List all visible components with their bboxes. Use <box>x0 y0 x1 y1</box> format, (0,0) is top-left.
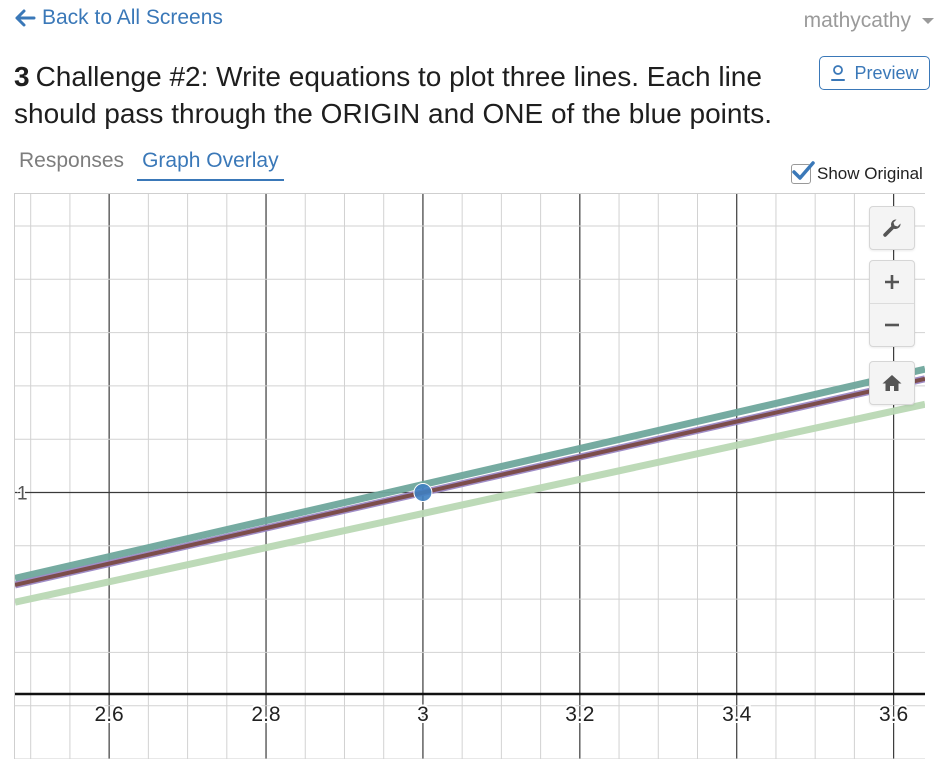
zoom-controls <box>869 260 915 347</box>
show-original-toggle[interactable]: Show Original <box>791 161 923 184</box>
x-tick-label: 3 <box>417 703 429 726</box>
x-tick-label: 3.2 <box>565 703 594 726</box>
tab-bar: Responses Graph Overlay <box>14 146 292 181</box>
x-tick-label: 3.6 <box>879 703 908 726</box>
show-original-label: Show Original <box>817 164 923 183</box>
graph-canvas[interactable]: 2.6 2.8 3 3.2 3.4 3.6 1 <box>15 194 925 759</box>
home-control <box>869 361 915 405</box>
graph-area[interactable]: 2.6 2.8 3 3.2 3.4 3.6 1 <box>14 193 925 759</box>
home-icon <box>882 375 902 391</box>
x-tick-label: 2.6 <box>95 703 124 726</box>
x-tick-label: 2.8 <box>251 703 280 726</box>
zoom-in-icon <box>885 275 899 289</box>
caret-down-icon <box>922 18 934 24</box>
settings-control <box>869 206 915 250</box>
screen-title: 3 Challenge #2: Write equations to plot t… <box>14 58 814 132</box>
settings-button[interactable] <box>870 207 914 249</box>
series-line <box>15 365 925 582</box>
zoom-out-button[interactable] <box>870 304 914 346</box>
zoom-out-icon <box>885 323 899 327</box>
person-icon <box>831 65 846 81</box>
home-button[interactable] <box>870 362 914 404</box>
screen-title-text: Challenge #2: Write equations to plot th… <box>14 61 772 129</box>
zoom-divider <box>870 303 914 304</box>
user-name: mathycathy <box>803 9 911 32</box>
screen-number: 3 <box>14 61 30 92</box>
y-tick-label: 1 <box>17 483 28 504</box>
show-original-checkbox[interactable] <box>791 161 815 184</box>
tab-graph-overlay[interactable]: Graph Overlay <box>137 146 284 181</box>
arrow-left-icon <box>15 9 36 27</box>
checkmark-icon <box>792 161 815 180</box>
user-menu[interactable]: mathycathy <box>804 9 935 33</box>
preview-label: Preview <box>854 62 919 83</box>
series-line <box>15 400 925 606</box>
blue-point <box>413 482 433 502</box>
preview-button[interactable]: Preview <box>819 56 930 90</box>
series-line <box>15 376 925 587</box>
tab-responses[interactable]: Responses <box>19 149 125 172</box>
wrench-icon <box>883 219 901 237</box>
back-link[interactable]: Back to All Screens <box>14 6 223 30</box>
x-tick-label: 3.4 <box>722 703 752 726</box>
zoom-in-button[interactable] <box>870 261 914 303</box>
back-link-label: Back to All Screens <box>42 6 223 29</box>
